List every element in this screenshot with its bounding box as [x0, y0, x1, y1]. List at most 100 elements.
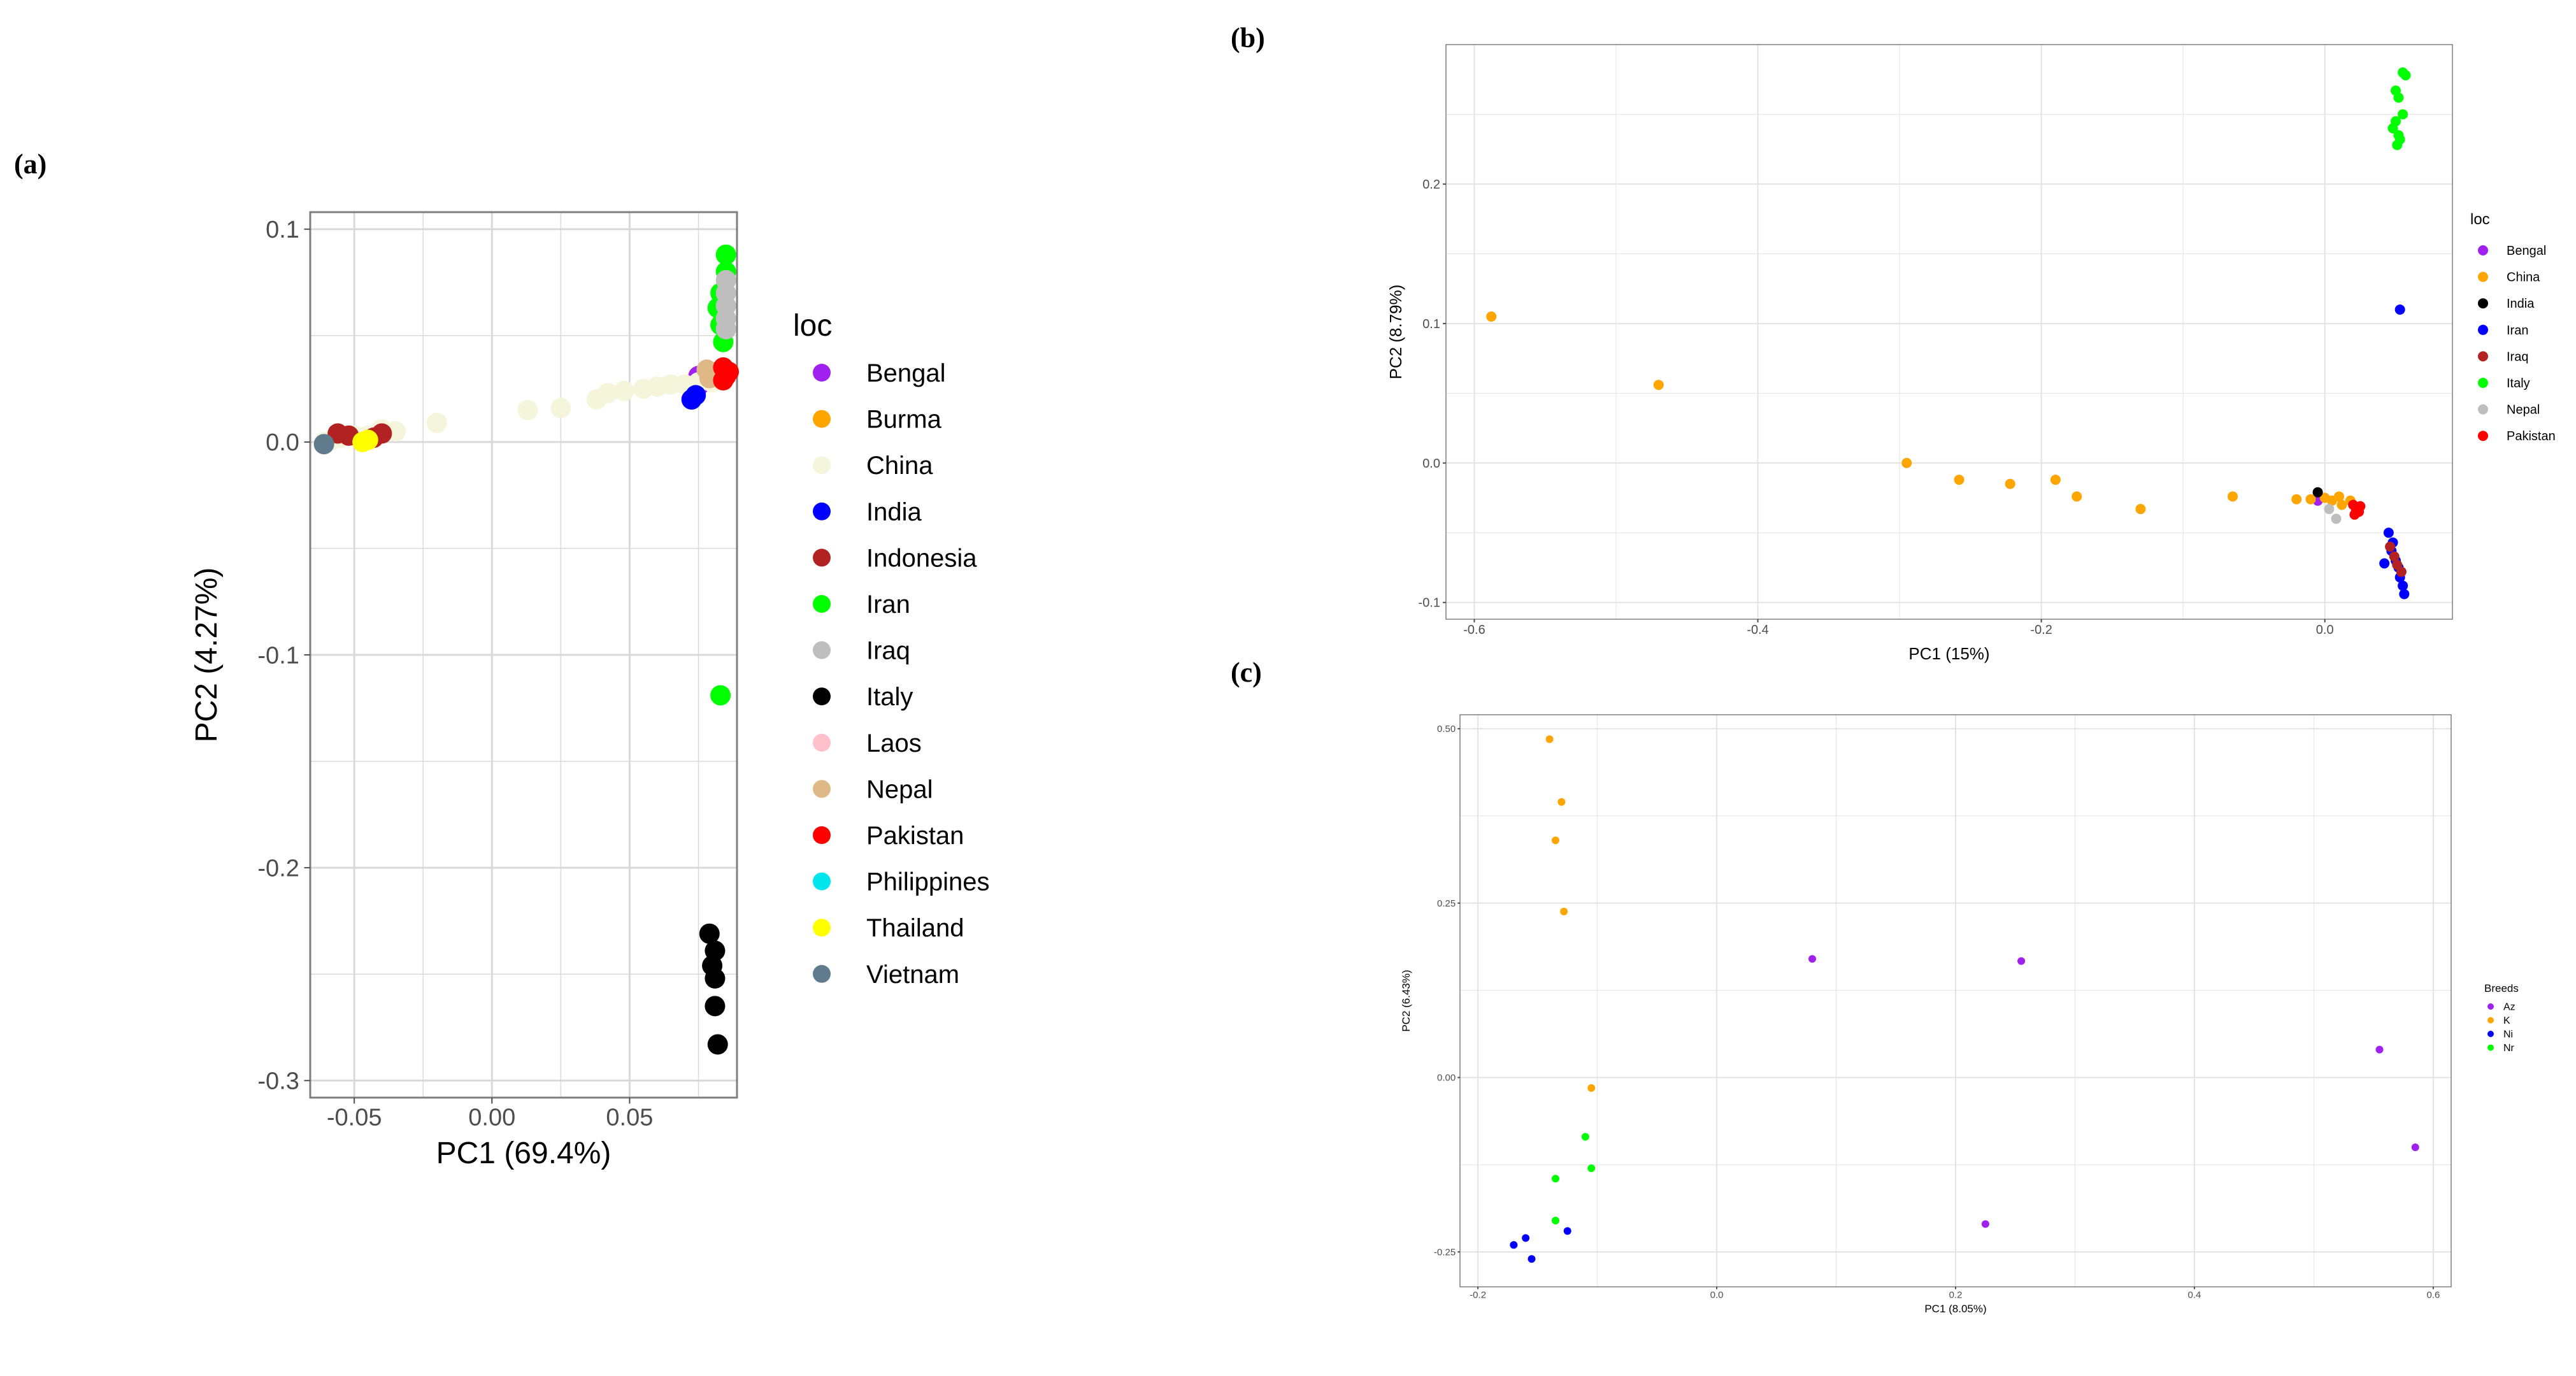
data-point-pakistan	[719, 361, 740, 382]
legend-key-italy	[813, 687, 831, 706]
legend-key-thailand	[813, 919, 831, 937]
data-point-china	[2305, 494, 2316, 505]
data-point-china	[1653, 380, 1664, 391]
data-point-china	[1954, 475, 1964, 485]
legend-key-philippines	[813, 872, 831, 891]
data-point-iraq	[2389, 551, 2400, 562]
data-point-iran	[2394, 304, 2405, 315]
legend-label-china: China	[866, 452, 933, 480]
legend-label-thailand: Thailand	[866, 914, 964, 942]
legend-title: loc	[793, 309, 832, 343]
legend-key-burma	[813, 410, 831, 428]
data-point-nr	[1551, 1216, 1559, 1224]
x-axis-label: PC1 (15%)	[1908, 644, 1989, 663]
data-point-china	[2336, 499, 2347, 510]
legend-key-iran	[813, 595, 831, 613]
data-point-india	[685, 385, 706, 406]
data-point-k	[1545, 735, 1554, 743]
data-point-china	[2291, 494, 2302, 505]
panel-b-label: (b)	[1231, 22, 1265, 54]
data-point-pakistan	[2349, 509, 2360, 520]
data-point-china	[2228, 491, 2238, 502]
legend-label-pakistan: Pakistan	[2507, 429, 2556, 443]
chart-a: -0.05 0.00 0.05 0.1 0.0 -0.1 -0.2 -0.3 PC1 (69.4…	[190, 211, 989, 1170]
data-point-china	[613, 380, 634, 401]
data-point-china	[2333, 491, 2344, 502]
data-point-china	[517, 399, 538, 420]
legend-key-az	[2487, 1003, 2494, 1010]
legend-key-bengal	[813, 364, 831, 382]
legend-label-india: India	[866, 498, 922, 526]
y-tick-label: 0.0	[1422, 457, 1440, 471]
data-point-china	[2005, 478, 2015, 489]
legend-key-pakistan	[813, 826, 831, 844]
data-point-india	[2312, 487, 2323, 498]
x-tick-label: 0.0	[1710, 1289, 1724, 1300]
x-axis-label: PC1 (69.4%)	[436, 1136, 612, 1170]
data-point-iraq	[715, 319, 736, 340]
legend-key-k	[2487, 1017, 2494, 1024]
data-point-k	[1587, 1084, 1596, 1092]
x-tick-label: 0.0	[2316, 623, 2334, 637]
data-point-nr	[1551, 1175, 1559, 1183]
y-tick-label: -0.1	[1419, 596, 1440, 610]
legend-key-nepal	[813, 780, 831, 798]
legend-key-laos	[813, 733, 831, 752]
y-tick-label: -0.2	[257, 855, 299, 882]
data-point-iran	[2399, 589, 2410, 599]
x-axis-label: PC1 (8.05%)	[1924, 1303, 1986, 1315]
legend-key-iraq	[813, 641, 831, 659]
data-point-china	[1486, 311, 1497, 322]
legend-label-burma: Burma	[866, 406, 942, 434]
x-tick-label: -0.05	[327, 1105, 382, 1131]
legend-key-iraq	[2478, 351, 2488, 362]
data-point-az	[2411, 1143, 2419, 1151]
data-point-china	[550, 398, 571, 419]
y-tick-label: -0.3	[257, 1068, 299, 1095]
data-point-ni	[1510, 1241, 1518, 1249]
y-axis-label: PC2 (6.43%)	[1400, 970, 1412, 1031]
legend-key-india	[813, 502, 831, 520]
data-point-ni	[1563, 1227, 1571, 1235]
data-point-china	[2050, 475, 2061, 485]
legend-label-bengal: Bengal	[866, 359, 946, 387]
y-tick-label: 0.00	[1437, 1073, 1456, 1084]
y-axis-label: PC2 (8.79%)	[1386, 285, 1405, 380]
legend-label-nr: Nr	[2503, 1043, 2515, 1054]
data-point-iran	[2379, 558, 2390, 569]
data-point-china	[426, 412, 447, 433]
legend-label-iraq: Iraq	[866, 637, 910, 665]
y-tick-label: 0.1	[1422, 317, 1440, 331]
y-tick-label: -0.25	[1434, 1247, 1456, 1258]
legend-label-ni: Ni	[2503, 1029, 2513, 1040]
plot-background-b	[1446, 45, 2452, 619]
plot-border-b	[1445, 44, 2453, 620]
legend-key-nr	[2487, 1044, 2494, 1051]
legend-key-china	[2478, 271, 2488, 282]
x-tick-label: 0.2	[1949, 1289, 1963, 1300]
data-point-italy	[699, 923, 720, 944]
y-tick-label: 0.0	[266, 429, 299, 456]
legend-title: loc	[2470, 211, 2490, 228]
legend-key-nepal	[2478, 404, 2488, 415]
legend-key-italy	[2478, 378, 2488, 388]
legend-label-italy: Italy	[866, 683, 913, 711]
x-tick-label: 0.6	[2426, 1289, 2440, 1300]
y-tick-label: 0.1	[266, 217, 299, 243]
y-tick-label: -0.1	[257, 642, 299, 669]
data-point-ni	[1528, 1255, 1536, 1263]
legend-label-indonesia: Indonesia	[866, 544, 977, 572]
data-point-iran	[710, 685, 731, 706]
data-point-iran	[2398, 580, 2408, 591]
data-point-italy	[2393, 92, 2404, 103]
data-point-italy	[2394, 134, 2405, 145]
data-point-az	[2375, 1045, 2384, 1054]
data-point-az	[2017, 957, 2026, 965]
data-point-iran	[715, 244, 736, 265]
data-point-az	[1981, 1220, 1989, 1228]
legend-key-india	[2478, 298, 2488, 309]
data-point-china	[2072, 491, 2082, 502]
y-tick-label: 0.50	[1437, 724, 1456, 735]
legend-key-indonesia	[813, 548, 831, 567]
